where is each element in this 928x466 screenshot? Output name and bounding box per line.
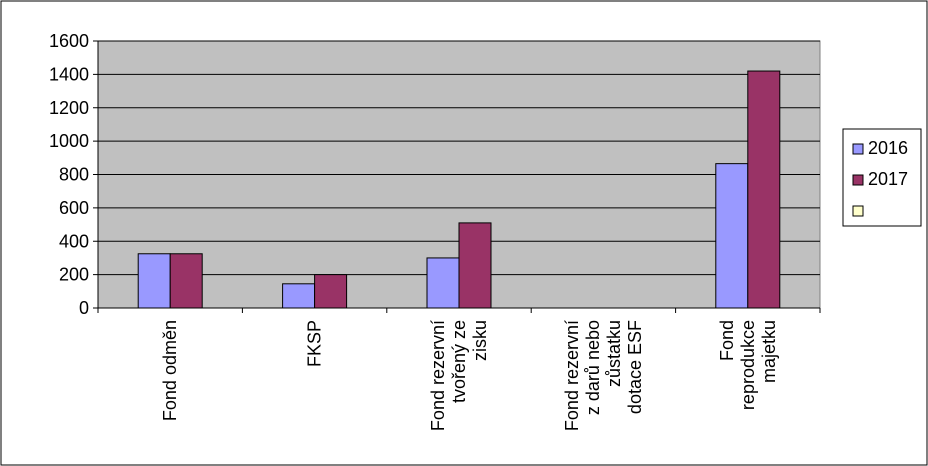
y-tick-label: 1400 [49,64,89,84]
bar-2016-0 [137,253,171,309]
bar-2016-2 [426,257,460,309]
legend-swatch [852,205,864,217]
y-tick-label: 1000 [49,131,89,151]
x-category-label-line: z darů nebo [583,320,603,415]
legend-swatch [852,174,864,186]
x-category-label-line: Fond odměn [160,320,180,421]
y-tick-label: 1600 [49,31,89,51]
x-category-label-line: Fond [717,320,737,361]
x-category-label: FKSP [305,320,325,367]
y-tick-label: 200 [59,265,89,285]
x-category-label-line: tvořený ze [449,320,469,403]
bar-2017-2 [458,222,492,309]
x-category-label-line: majetku [759,320,779,383]
x-category-label: Fond odměn [160,320,180,421]
y-tick-label: 600 [59,198,89,218]
legend-label: 2016 [868,138,908,158]
bar-2017-1 [314,274,348,309]
y-tick-label: 400 [59,231,89,251]
y-tick-label: 800 [59,165,89,185]
bar-2017-4 [747,70,781,309]
legend-label: 2017 [868,169,908,189]
bar-2016-4 [715,163,749,309]
x-category-label-line: Fond rezervní [562,320,582,431]
y-tick-label: 0 [79,298,89,318]
x-category-label-line: Fond rezervní [428,320,448,431]
y-tick-label: 1200 [49,98,89,118]
bar-2016-1 [282,283,316,309]
x-category-label: Fond rezervní tvořený ze zisku [428,320,490,431]
x-category-label-line: dotace ESF [625,320,645,414]
x-category-label-line: FKSP [305,320,325,367]
plot-area: 0 200 400 600 800 1000 1200 1400 1600 Fond odměn F… [49,31,821,431]
x-category-label-line: zůstatku [604,320,624,387]
x-category-label: Fond rezervní z darů nebo zůstatku dotace E… [562,320,645,431]
legend: 2016 2017 [842,128,922,227]
x-category-label-line: reprodukce [738,320,758,410]
legend-swatch [852,143,864,155]
bar-2017-0 [169,253,203,309]
x-category-label-line: zisku [470,320,490,361]
x-category-label: Fond reprodukce majetku [717,320,779,410]
